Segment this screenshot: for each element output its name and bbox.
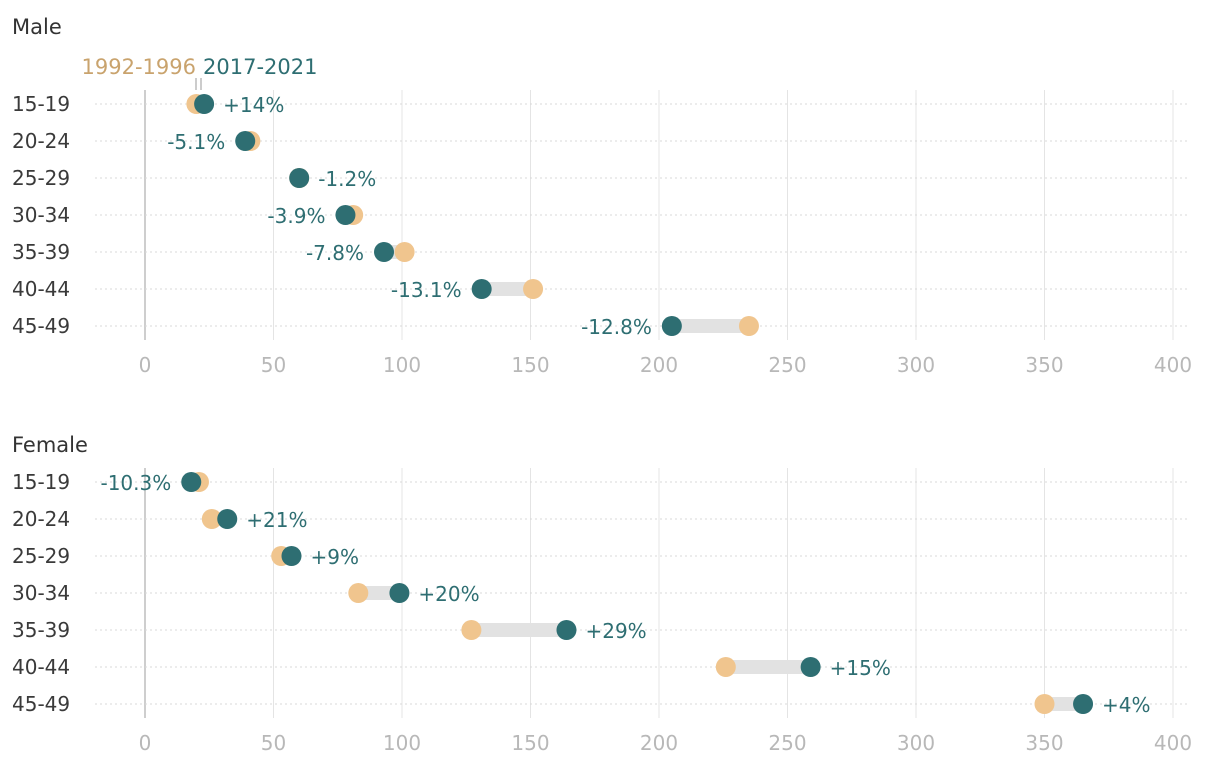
dot-2017-2021-1-1 [217, 509, 238, 529]
x-tick-label-1-8: 400 [1154, 731, 1192, 755]
dot-1992-1996-0-5 [523, 279, 544, 299]
delta-label-1-5: +15% [830, 656, 891, 680]
x-tick-label-1-6: 300 [897, 731, 935, 755]
x-tick-label-1-0: 0 [139, 731, 152, 755]
delta-label-1-2: +9% [310, 545, 359, 569]
delta-label-0-4: -7.8% [306, 241, 364, 265]
category-label-1-5: 40-44 [12, 655, 70, 679]
category-label-0-2: 25-29 [12, 166, 70, 190]
delta-label-0-6: -12.8% [581, 315, 652, 339]
x-tick-label-0-3: 150 [511, 353, 549, 377]
x-tick-label-0-4: 200 [640, 353, 678, 377]
category-label-1-4: 35-39 [12, 618, 70, 642]
category-label-0-5: 40-44 [12, 277, 70, 301]
dot-2017-2021-0-0 [194, 94, 215, 114]
delta-label-0-3: -3.9% [267, 204, 325, 228]
x-tick-label-0-5: 250 [768, 353, 806, 377]
dot-1992-1996-1-3 [348, 583, 369, 603]
x-tick-label-0-2: 100 [383, 353, 421, 377]
category-label-0-6: 45-49 [12, 314, 70, 338]
dot-1992-1996-1-5 [715, 657, 736, 677]
x-tick-label-1-4: 200 [640, 731, 678, 755]
panel-title-1: Female [12, 433, 88, 457]
dot-2017-2021-0-1 [235, 131, 256, 151]
category-label-1-2: 25-29 [12, 544, 70, 568]
dot-2017-2021-0-5 [471, 279, 492, 299]
x-tick-label-1-3: 150 [511, 731, 549, 755]
dot-2017-2021-1-6 [1073, 694, 1094, 714]
category-label-0-3: 30-34 [12, 203, 70, 227]
dot-2017-2021-1-4 [556, 620, 577, 640]
panel-title-0: Male [12, 15, 62, 39]
x-tick-label-1-5: 250 [768, 731, 806, 755]
delta-label-1-3: +20% [418, 582, 479, 606]
x-tick-label-0-8: 400 [1154, 353, 1192, 377]
delta-label-0-2: -1.2% [318, 167, 376, 191]
dot-2017-2021-0-6 [661, 316, 682, 336]
legend-1992-1996: 1992-1996 [82, 55, 196, 79]
dot-2017-2021-1-5 [800, 657, 821, 677]
x-tick-label-0-1: 50 [261, 353, 286, 377]
dot-2017-2021-0-2 [289, 168, 310, 188]
delta-label-0-5: -13.1% [391, 278, 462, 302]
category-label-1-1: 20-24 [12, 507, 70, 531]
dot-2017-2021-0-3 [335, 205, 356, 225]
dot-1992-1996-0-6 [738, 316, 759, 336]
dot-1992-1996-1-6 [1034, 694, 1055, 714]
dot-2017-2021-1-3 [389, 583, 410, 603]
x-tick-label-1-2: 100 [383, 731, 421, 755]
dot-1992-1996-1-1 [201, 509, 222, 529]
category-label-0-4: 35-39 [12, 240, 70, 264]
x-tick-label-0-0: 0 [139, 353, 152, 377]
category-label-0-0: 15-19 [12, 92, 70, 116]
category-label-1-0: 15-19 [12, 470, 70, 494]
dot-2017-2021-1-0 [181, 472, 202, 492]
delta-label-0-1: -5.1% [167, 130, 225, 154]
dot-2017-2021-0-4 [374, 242, 395, 262]
delta-label-1-4: +29% [585, 619, 646, 643]
category-label-1-3: 30-34 [12, 581, 70, 605]
x-tick-label-1-7: 350 [1025, 731, 1063, 755]
legend-2017-2021: 2017-2021 [203, 55, 317, 79]
dot-1992-1996-0-4 [394, 242, 415, 262]
dot-2017-2021-1-2 [281, 546, 302, 566]
category-label-0-1: 20-24 [12, 129, 70, 153]
delta-label-0-0: +14% [223, 93, 284, 117]
dot-1992-1996-1-4 [461, 620, 482, 640]
delta-label-1-1: +21% [246, 508, 307, 532]
category-label-1-6: 45-49 [12, 692, 70, 716]
x-tick-label-1-1: 50 [261, 731, 286, 755]
x-tick-label-0-7: 350 [1025, 353, 1063, 377]
delta-label-1-6: +4% [1102, 693, 1151, 717]
x-tick-label-0-6: 300 [897, 353, 935, 377]
delta-label-1-0: -10.3% [100, 471, 171, 495]
